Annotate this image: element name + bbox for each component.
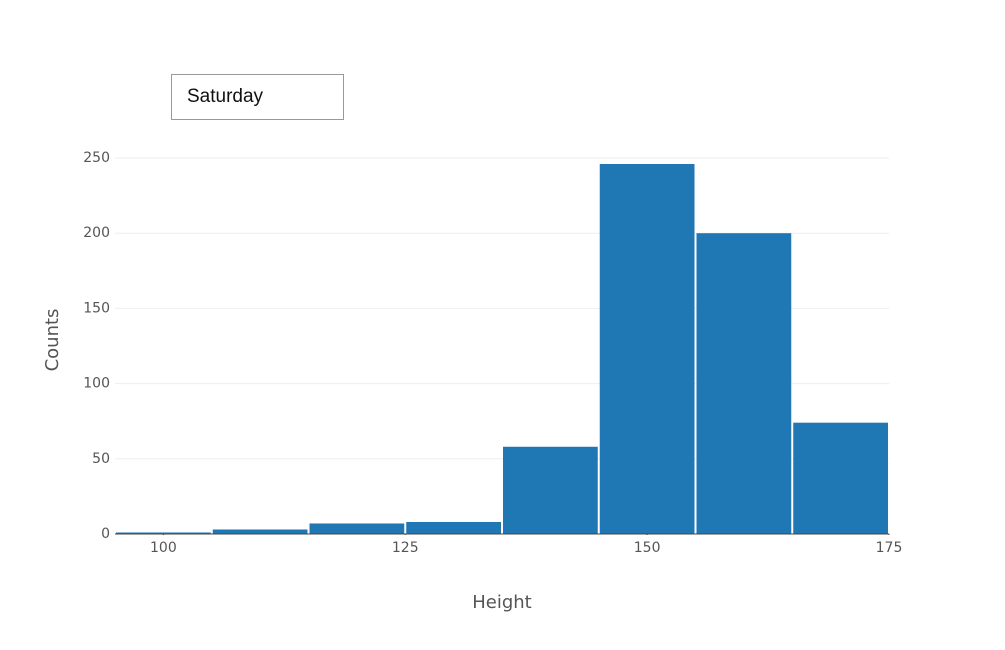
bar: [406, 521, 501, 534]
bar: [503, 446, 598, 534]
day-dropdown[interactable]: Saturday: [171, 74, 344, 120]
y-tick-label: 50: [92, 451, 110, 467]
y-tick-label: 250: [83, 150, 110, 166]
bar: [212, 529, 308, 534]
bar: [793, 422, 888, 534]
y-axis-label: Counts: [42, 309, 63, 372]
y-tick-label: 0: [101, 526, 110, 542]
y-tick-label: 100: [83, 376, 110, 392]
x-axis-label: Height: [472, 592, 532, 613]
bar: [116, 532, 211, 534]
y-tick-label: 200: [83, 225, 110, 241]
y-tick-label: 150: [83, 300, 110, 316]
bar: [696, 233, 792, 534]
x-tick-label: 100: [150, 540, 177, 556]
bar: [599, 164, 695, 535]
x-tick-label: 125: [392, 540, 419, 556]
bar: [309, 523, 405, 534]
x-tick-label: 175: [876, 540, 903, 556]
x-tick-label: 150: [634, 540, 661, 556]
